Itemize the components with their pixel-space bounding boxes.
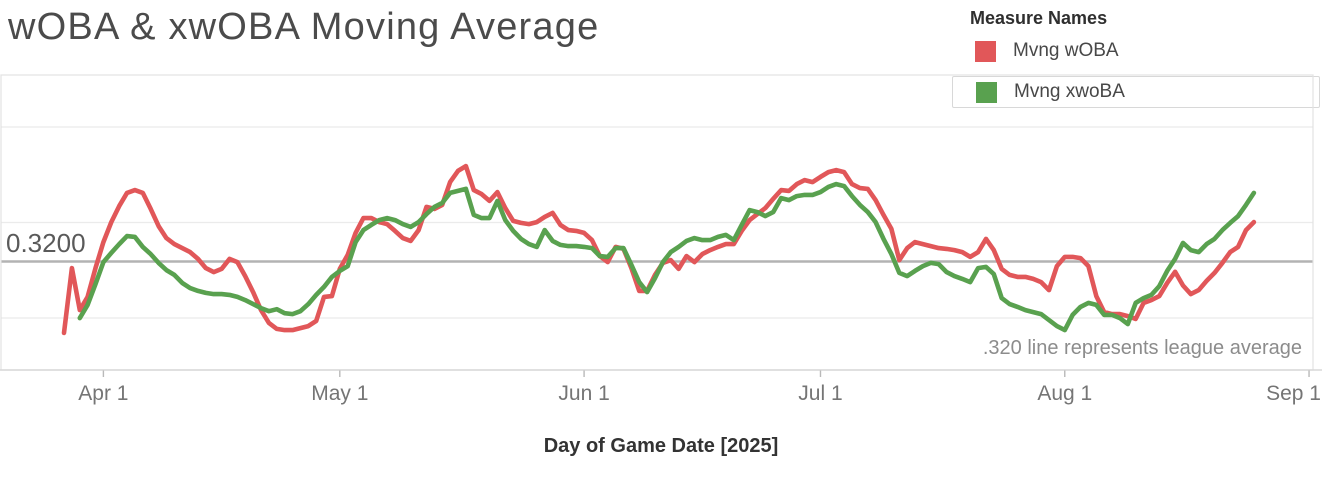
- month-tick-label: May 1: [311, 382, 368, 405]
- chart-title: wOBA & xwOBA Moving Average: [8, 6, 600, 48]
- legend-item-mvng-xwoba[interactable]: Mvng xwoBA: [952, 76, 1320, 108]
- series-xwoba-line[interactable]: [77, 181, 1257, 333]
- month-tick-label: Jul 1: [798, 382, 842, 405]
- series-woba-line[interactable]: [61, 163, 1257, 336]
- legend: Measure Names Mvng wOBA Mvng xwoBA: [952, 0, 1322, 112]
- legend-swatch-woba: [975, 40, 996, 62]
- reference-line-label: 0.3200: [6, 228, 86, 258]
- month-tick-label: Aug 1: [1037, 382, 1092, 405]
- month-tick-label: Apr 1: [78, 382, 128, 405]
- legend-item-label: Mvng wOBA: [1013, 40, 1119, 61]
- legend-item-mvng-woba[interactable]: Mvng wOBA: [952, 35, 1320, 67]
- annotation-league-average: .320 line represents league average: [983, 337, 1302, 359]
- axis-layer: Apr 1 May 1 Jun 1 Jul 1 Aug 1 Sep 1: [78, 370, 1321, 405]
- grid-layer: [1, 126, 1313, 319]
- month-tick-label: Jun 1: [558, 382, 609, 405]
- legend-item-label: Mvng xwoBA: [1014, 81, 1125, 102]
- legend-title: Measure Names: [970, 8, 1108, 28]
- legend-swatch-xwoba: [976, 81, 997, 103]
- month-tick-label: Sep 1: [1266, 382, 1321, 405]
- x-axis-title: Day of Game Date [2025]: [544, 435, 779, 457]
- series-layer: [61, 163, 1257, 336]
